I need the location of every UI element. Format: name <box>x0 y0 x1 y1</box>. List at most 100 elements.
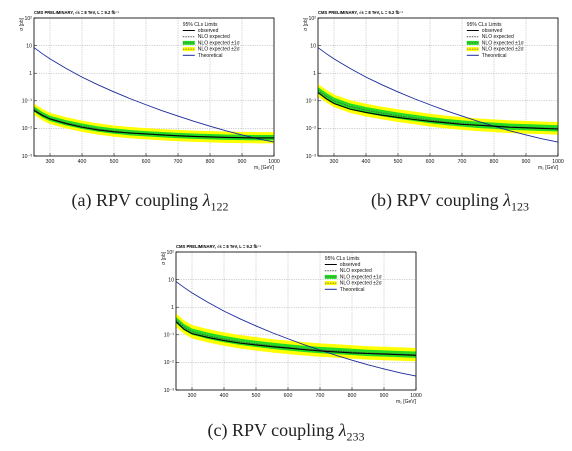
c2-xtick-label: 600 <box>284 393 293 399</box>
chart-panel-c: CMS PRELIMINARY, √s = 8 TeV, L = 9.2 fb⁻… <box>156 240 428 405</box>
c1-ytick-label: 10⁻² <box>306 126 317 132</box>
c0-xtick-label: 600 <box>142 159 151 165</box>
c0-ytick-label: 10⁻¹ <box>22 99 33 105</box>
c1-legend-label: NLO expected <box>482 34 514 40</box>
c2-ytick-label: 10⁻³ <box>164 388 175 394</box>
c1-xtick-label: 600 <box>426 159 435 165</box>
c1-series-theoretical <box>317 47 559 143</box>
c2-y-axis-label: σ [pb] <box>161 251 167 264</box>
caption-b-symbol: λ <box>503 190 511 210</box>
c2-plot-frame <box>175 251 417 391</box>
c2-xtick-label: 500 <box>252 393 261 399</box>
c0-xtick-label: 400 <box>78 159 87 165</box>
c0-ytick-label: 1 <box>29 71 32 77</box>
c0-ytick-label: 10⁻³ <box>22 154 33 160</box>
chart-a-svg: CMS PRELIMINARY, √s = 8 TeV, L = 9.2 fb⁻… <box>19 10 280 171</box>
c1-band-2sigma <box>318 83 558 135</box>
c1-xtick-label: 500 <box>394 159 403 165</box>
c0-band-2sigma <box>34 103 274 144</box>
c2-ytick-label: 10² <box>167 250 175 256</box>
c0-series-observed <box>33 109 274 139</box>
c0-legend-label: NLO expected ±1σ <box>198 40 241 46</box>
c2-ytick-label: 10⁻² <box>164 360 175 366</box>
c2-header: CMS PRELIMINARY, √s = 8 TeV, L = 9.2 fb⁻… <box>176 244 262 249</box>
c0-xtick-label: 1000 <box>268 159 280 165</box>
c1-xtick-label: 300 <box>330 159 339 165</box>
c1-y-axis-label: σ [pb] <box>303 17 309 30</box>
c0-series-theoretical <box>33 47 275 143</box>
c2-legend-title: 95% CLs Limits <box>325 256 360 262</box>
c2-x-axis-label: m₁ [GeV] <box>396 399 417 405</box>
caption-c-sub: 233 <box>346 429 365 444</box>
c0-ytick-label: 10² <box>25 16 33 22</box>
c2-legend-label: NLO expected ±1σ <box>340 274 383 280</box>
c0-xtick-label: 300 <box>46 159 55 165</box>
c0-x-axis-label: m₁ [GeV] <box>254 165 275 171</box>
c2-legend-label: NLO expected <box>340 268 372 274</box>
c2-xtick-label: 700 <box>316 393 325 399</box>
c2-xtick-label: 400 <box>220 393 229 399</box>
c1-ytick-label: 10 <box>310 43 316 49</box>
c2-plot-border <box>175 251 417 391</box>
c1-ytick-label: 10⁻³ <box>306 154 317 160</box>
c2-xtick-label: 1000 <box>410 393 422 399</box>
c2-ytick-label: 1 <box>171 305 174 311</box>
c1-series-observed <box>317 92 559 130</box>
c2-series-observed <box>175 321 417 356</box>
caption-c-prefix: (c) RPV coupling <box>207 420 339 440</box>
c0-legend-label: Theoretical <box>198 53 223 59</box>
c0-xtick-label: 800 <box>206 159 215 165</box>
caption-a-symbol: λ <box>202 190 211 210</box>
c1-band-1sigma <box>318 87 558 132</box>
c2-ytick-label: 10⁻¹ <box>164 333 175 339</box>
caption-b: (b) RPV coupling λ123 <box>340 190 560 215</box>
caption-c-symbol: λ <box>338 420 347 440</box>
c1-legend-title: 95% CLs Limits <box>467 22 502 28</box>
c2-ytick-label: 10 <box>168 277 174 283</box>
c1-ytick-label: 10⁻¹ <box>306 99 317 105</box>
chart-c-svg: CMS PRELIMINARY, √s = 8 TeV, L = 9.2 fb⁻… <box>161 244 422 405</box>
c1-legend-label: NLO expected ±2σ <box>482 47 525 53</box>
caption-a-sub: 122 <box>210 199 229 214</box>
c0-xtick-label: 900 <box>238 159 247 165</box>
c0-legend-title: 95% CLs Limits <box>183 22 218 28</box>
caption-c: (c) RPV coupling λ233 <box>176 420 396 445</box>
c1-plot-border <box>317 17 559 157</box>
c0-xtick-label: 500 <box>110 159 119 165</box>
c0-xtick-label: 700 <box>174 159 183 165</box>
c1-plot-frame <box>317 17 559 157</box>
c2-xtick-label: 900 <box>380 393 389 399</box>
chart-b-svg: CMS PRELIMINARY, √s = 8 TeV, L = 9.2 fb⁻… <box>303 10 564 171</box>
c0-legend-label: NLO expected ±2σ <box>198 47 241 53</box>
chart-panel-b: CMS PRELIMINARY, √s = 8 TeV, L = 9.2 fb⁻… <box>298 6 570 171</box>
caption-b-prefix: (b) RPV coupling <box>371 190 504 210</box>
c0-legend-label: NLO expected <box>198 34 230 40</box>
c1-header: CMS PRELIMINARY, √s = 8 TeV, L = 9.2 fb⁻… <box>318 10 404 15</box>
c1-xtick-label: 700 <box>458 159 467 165</box>
c1-ytick-label: 1 <box>313 71 316 77</box>
c0-y-axis-label: σ [pb] <box>19 17 25 30</box>
c1-ytick-label: 10² <box>309 16 317 22</box>
c1-x-axis-label: m₁ [GeV] <box>538 165 559 171</box>
c2-xtick-label: 800 <box>348 393 357 399</box>
c2-legend-label: Theoretical <box>340 287 365 293</box>
c1-legend-label: Theoretical <box>482 53 507 59</box>
c2-series-theoretical <box>175 281 417 377</box>
c2-xtick-label: 300 <box>188 393 197 399</box>
c1-legend-label: NLO expected ±1σ <box>482 40 525 46</box>
caption-b-sub: 123 <box>510 199 529 214</box>
chart-panel-a: CMS PRELIMINARY, √s = 8 TeV, L = 9.2 fb⁻… <box>14 6 286 171</box>
c0-plot-border <box>33 17 275 157</box>
c2-legend-label: NLO expected ±2σ <box>340 281 383 287</box>
c1-xtick-label: 400 <box>362 159 371 165</box>
c2-legend-label: observed <box>340 262 361 268</box>
c1-legend-label: observed <box>482 28 503 34</box>
c2-series-expected <box>175 319 417 356</box>
c0-ytick-label: 10 <box>26 43 32 49</box>
c1-xtick-label: 800 <box>490 159 499 165</box>
c0-ytick-label: 10⁻² <box>22 126 33 132</box>
c1-xtick-label: 1000 <box>552 159 564 165</box>
caption-a-prefix: (a) RPV coupling <box>71 190 203 210</box>
caption-a: (a) RPV coupling λ122 <box>40 190 260 215</box>
c0-header: CMS PRELIMINARY, √s = 8 TeV, L = 9.2 fb⁻… <box>34 10 120 15</box>
